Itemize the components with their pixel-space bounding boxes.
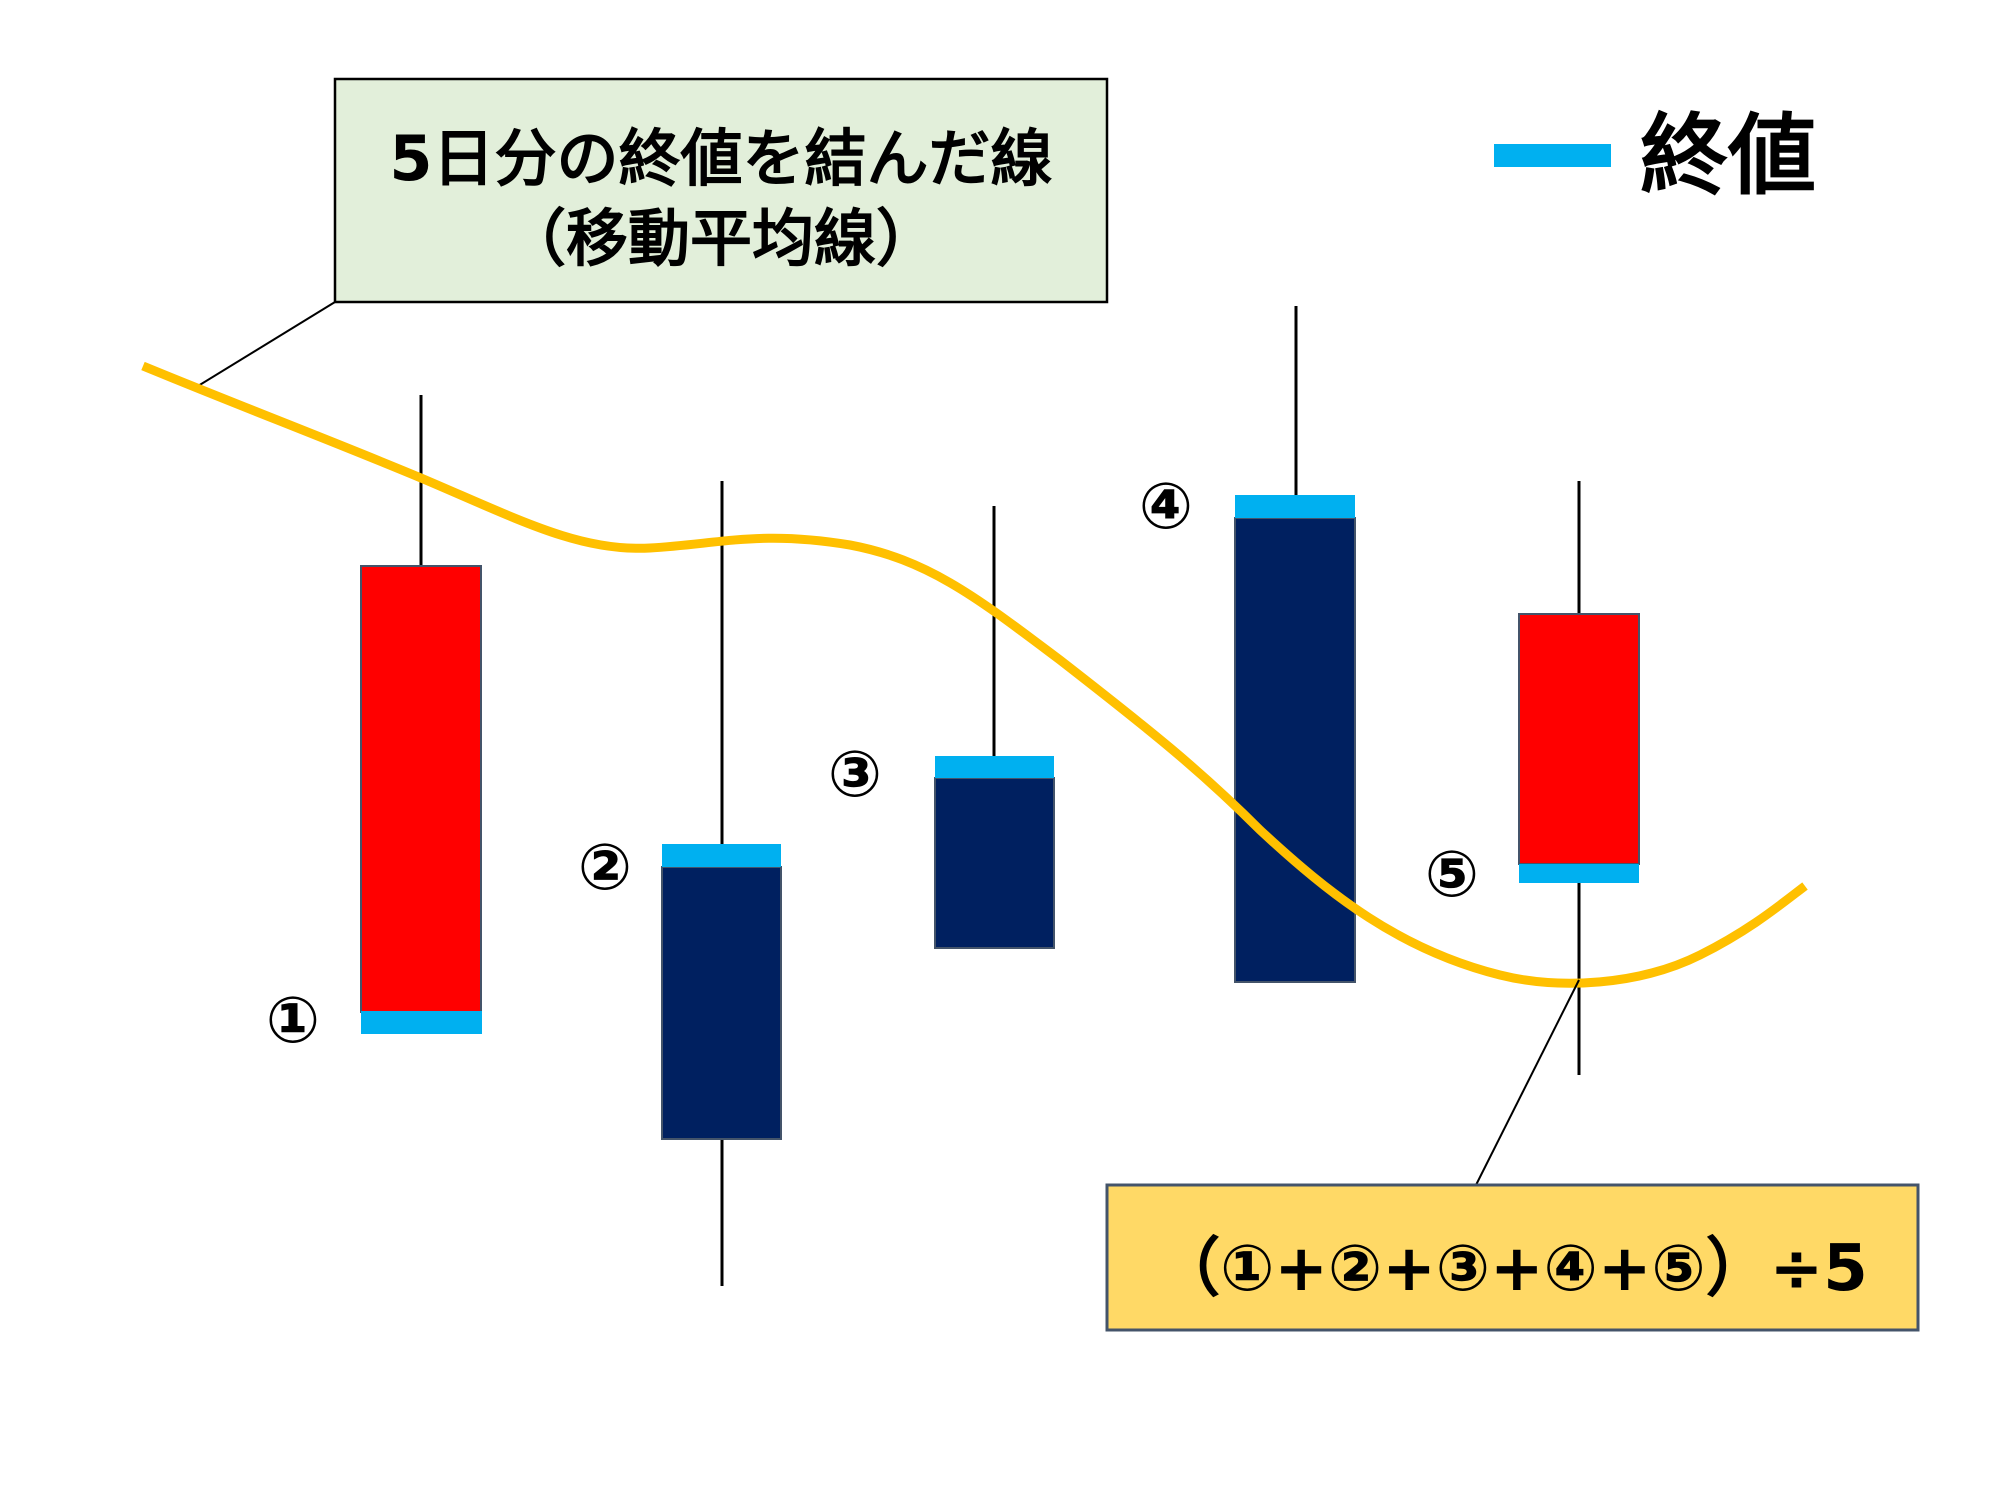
formula-callout: （①+②+③+④+⑤）÷5 [1105,979,1920,1332]
callout-box [333,77,1109,304]
candle-1-body [360,565,482,1013]
candle-1: ① [266,395,482,1058]
candle-3-close-marker [935,756,1054,778]
candle-5-close-marker [1519,864,1639,883]
candle-2-label: ② [578,831,632,905]
candle-3-body [934,777,1055,949]
callout-leader-line [197,301,336,387]
callout-line-2: （移動平均線） [504,202,938,275]
moving-average-line [141,361,1808,988]
candle-4-body [1234,517,1356,983]
candle-4-close-marker [1235,495,1355,518]
candle-4-label: ④ [1139,470,1193,544]
legend: 終値 [1494,104,1816,207]
candle-1-close-marker [361,1011,482,1034]
candle-5: ⑤ [1425,481,1640,1075]
candle-2-close-marker [662,844,781,867]
legend-close-label: 終値 [1640,104,1816,207]
candle-2: ② [578,481,782,1286]
candle-5-body [1518,613,1640,865]
legend-close-swatch [1494,144,1611,167]
moving-average-callout: 5日分の終値を結んだ線 （移動平均線） [197,77,1109,387]
candle-2-body [661,866,782,1140]
callout-line-1: 5日分の終値を結んだ線 [389,122,1052,195]
formula-text: （①+②+③+④+⑤）÷5 [1156,1232,1868,1306]
formula-leader-line [1475,979,1580,1186]
candle-4: ④ [1139,306,1356,983]
formula-box [1105,1183,1920,1332]
candle-3: ③ [828,506,1055,949]
candle-1-label: ① [266,984,320,1058]
candle-3-label: ③ [828,738,882,812]
candle-5-label: ⑤ [1425,838,1479,912]
